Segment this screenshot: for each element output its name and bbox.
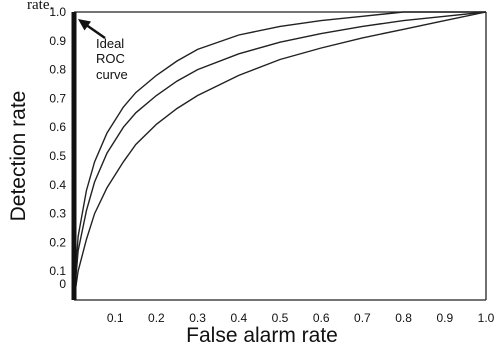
x-axis-title: False alarm rate: [186, 324, 338, 347]
y-tick-label: 0.7: [49, 91, 66, 105]
x-tick-label: 0.4: [230, 311, 247, 325]
y-tick-label: 0.8: [49, 63, 66, 77]
y-tick-label: 0.5: [49, 149, 66, 163]
y-tick-labels: 00.1 0.2 0.3 0.4 0.5 0.6 0.7 0.8 0.9 1.0: [49, 5, 66, 291]
roc-curve-2: [73, 11, 487, 301]
x-tick-label: 0.8: [395, 311, 412, 325]
x-tick-label: 0.2: [148, 311, 165, 325]
x-tick-label: 0.5: [272, 311, 289, 325]
annotation-line-1: Ideal: [96, 36, 124, 51]
y-tick-label: 0.1: [49, 264, 66, 278]
x-tick-label: 1.0: [478, 311, 495, 325]
y-tick-label: 0.9: [49, 34, 66, 48]
x-tick-label: 0.1: [107, 311, 124, 325]
x-tick-label: 0.7: [354, 311, 371, 325]
y-tick-label: 1.0: [49, 5, 66, 19]
ideal-roc-arrow-icon: [78, 19, 106, 39]
roc-curves: [73, 11, 487, 301]
x-tick-labels: 0.1 0.2 0.3 0.4 0.5 0.6 0.7 0.8 0.9 1.0: [107, 311, 495, 325]
caption-fragment: rate.: [27, 0, 53, 13]
roc-curve-1: [73, 11, 486, 301]
y-tick-label: 0: [59, 277, 66, 291]
annotation-line-3: curve: [96, 67, 128, 82]
annotation-line-2: ROC: [96, 51, 125, 66]
x-tick-label: 0.9: [436, 311, 453, 325]
y-tick-label: 0.6: [49, 120, 66, 134]
y-tick-label: 0.4: [49, 178, 66, 192]
ideal-roc-annotation: Ideal ROC curve: [96, 36, 129, 82]
roc-curve-3: [73, 11, 487, 301]
y-axis-title: Detection rate: [7, 91, 30, 222]
x-tick-label: 0.3: [189, 311, 206, 325]
y-tick-label: 0.2: [49, 235, 66, 249]
x-tick-label: 0.6: [313, 311, 330, 325]
y-tick-label: 0.3: [49, 207, 66, 221]
